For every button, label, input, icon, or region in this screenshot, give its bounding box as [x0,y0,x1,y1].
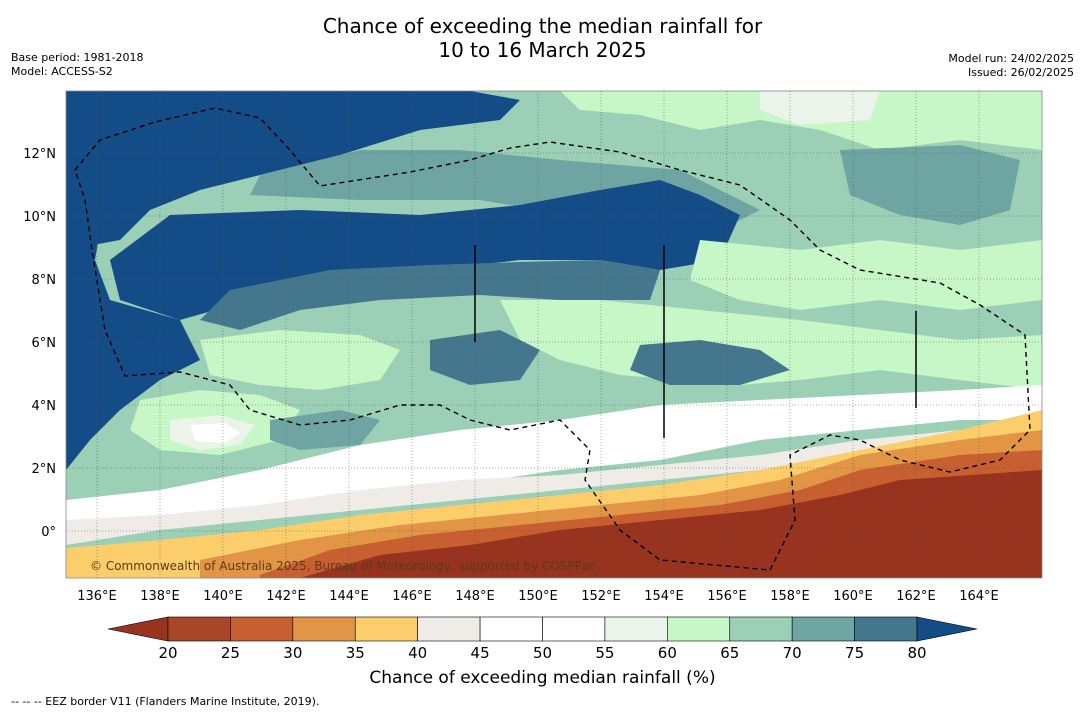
lon-label: 158°E [770,589,810,604]
colorbar-tick-label: 50 [533,644,552,662]
lon-label: 162°E [896,589,936,604]
colorbar-tick-label: 75 [845,644,864,662]
lon-label: 138°E [140,589,180,604]
title-line-1: Chance of exceeding the median rainfall … [322,14,763,38]
copyright-text: © Commonwealth of Australia 2025, Bureau… [90,559,595,573]
colorbar-swatch [667,616,731,642]
colorbar [107,616,978,642]
lat-label: 12°N [23,147,56,162]
colorbar-tick-label: 55 [595,644,614,662]
colorbar-swatch [230,616,294,642]
colorbar-swatch [854,616,918,642]
colorbar-tick-label: 65 [720,644,739,662]
colorbar-swatch [604,616,668,642]
latitude-labels: 12°N 10°N 8°N 6°N 4°N 2°N 0° [23,147,56,540]
colorbar-tick-label: 35 [346,644,365,662]
colorbar-tick-label: 70 [783,644,802,662]
run-info: Model run: 24/02/2025 Issued: 26/02/2025 [948,52,1074,80]
colorbar-swatch [729,616,793,642]
eez-border-lines [74,107,1031,571]
lat-label: 2°N [32,462,57,477]
lat-label: 8°N [32,273,57,288]
colorbar-tick-label: 40 [408,644,427,662]
colorbar-tick-label: 45 [471,644,490,662]
title-line-2: 10 to 16 March 2025 [438,38,647,62]
lon-label: 156°E [707,589,747,604]
lat-label: 6°N [32,336,57,351]
rainfall-probability-field: © Commonwealth of Australia 2025, Bureau… [66,91,1042,578]
lon-label: 144°E [329,589,369,604]
lon-label: 154°E [644,589,684,604]
colorbar-swatch [354,616,418,642]
colorbar-swatch [292,616,356,642]
colorbar-tick-label: 30 [283,644,302,662]
map-title: Chance of exceeding the median rainfall … [0,14,1085,62]
model-run-text: Model run: 24/02/2025 [948,52,1074,65]
model-name-text: Model: ACCESS-S2 [11,65,113,78]
colorbar-swatch [542,616,606,642]
lon-label: 160°E [833,589,873,604]
lon-label: 164°E [959,589,999,604]
colorbar-swatch [479,616,543,642]
lon-label: 142°E [266,589,306,604]
colorbar-tick-label: 20 [158,644,177,662]
colorbar-title: Chance of exceeding median rainfall (%) [369,668,716,688]
base-period-text: Base period: 1981-2018 [11,51,144,64]
issued-date-text: Issued: 26/02/2025 [967,66,1074,79]
longitude-labels: 136°E 138°E 140°E 142°E 144°E 146°E 148°… [77,589,999,604]
colorbar-extend-high [916,616,978,642]
lon-label: 136°E [77,589,117,604]
eez-footnote: -- -- -- EEZ border V11 (Flanders Marine… [11,695,320,708]
model-info: Base period: 1981-2018 Model: ACCESS-S2 [11,51,143,79]
colorbar-tick-label: 25 [221,644,240,662]
colorbar-tick-label: 80 [907,644,926,662]
lat-label: 0° [41,525,56,540]
colorbar-ticks: 20 25 30 35 40 45 50 55 60 65 70 75 80 [158,644,926,662]
lon-label: 146°E [392,589,432,604]
lat-label: 10°N [23,210,56,225]
colorbar-swatch [167,616,231,642]
lon-label: 152°E [581,589,621,604]
boundary-markers [474,245,917,438]
colorbar-swatch [417,616,481,642]
colorbar-tick-label: 60 [658,644,677,662]
lat-label: 4°N [32,399,57,414]
lon-label: 148°E [455,589,495,604]
lon-label: 150°E [518,589,558,604]
colorbar-swatch [791,616,855,642]
lon-label: 140°E [203,589,243,604]
colorbar-extend-low [107,616,169,642]
